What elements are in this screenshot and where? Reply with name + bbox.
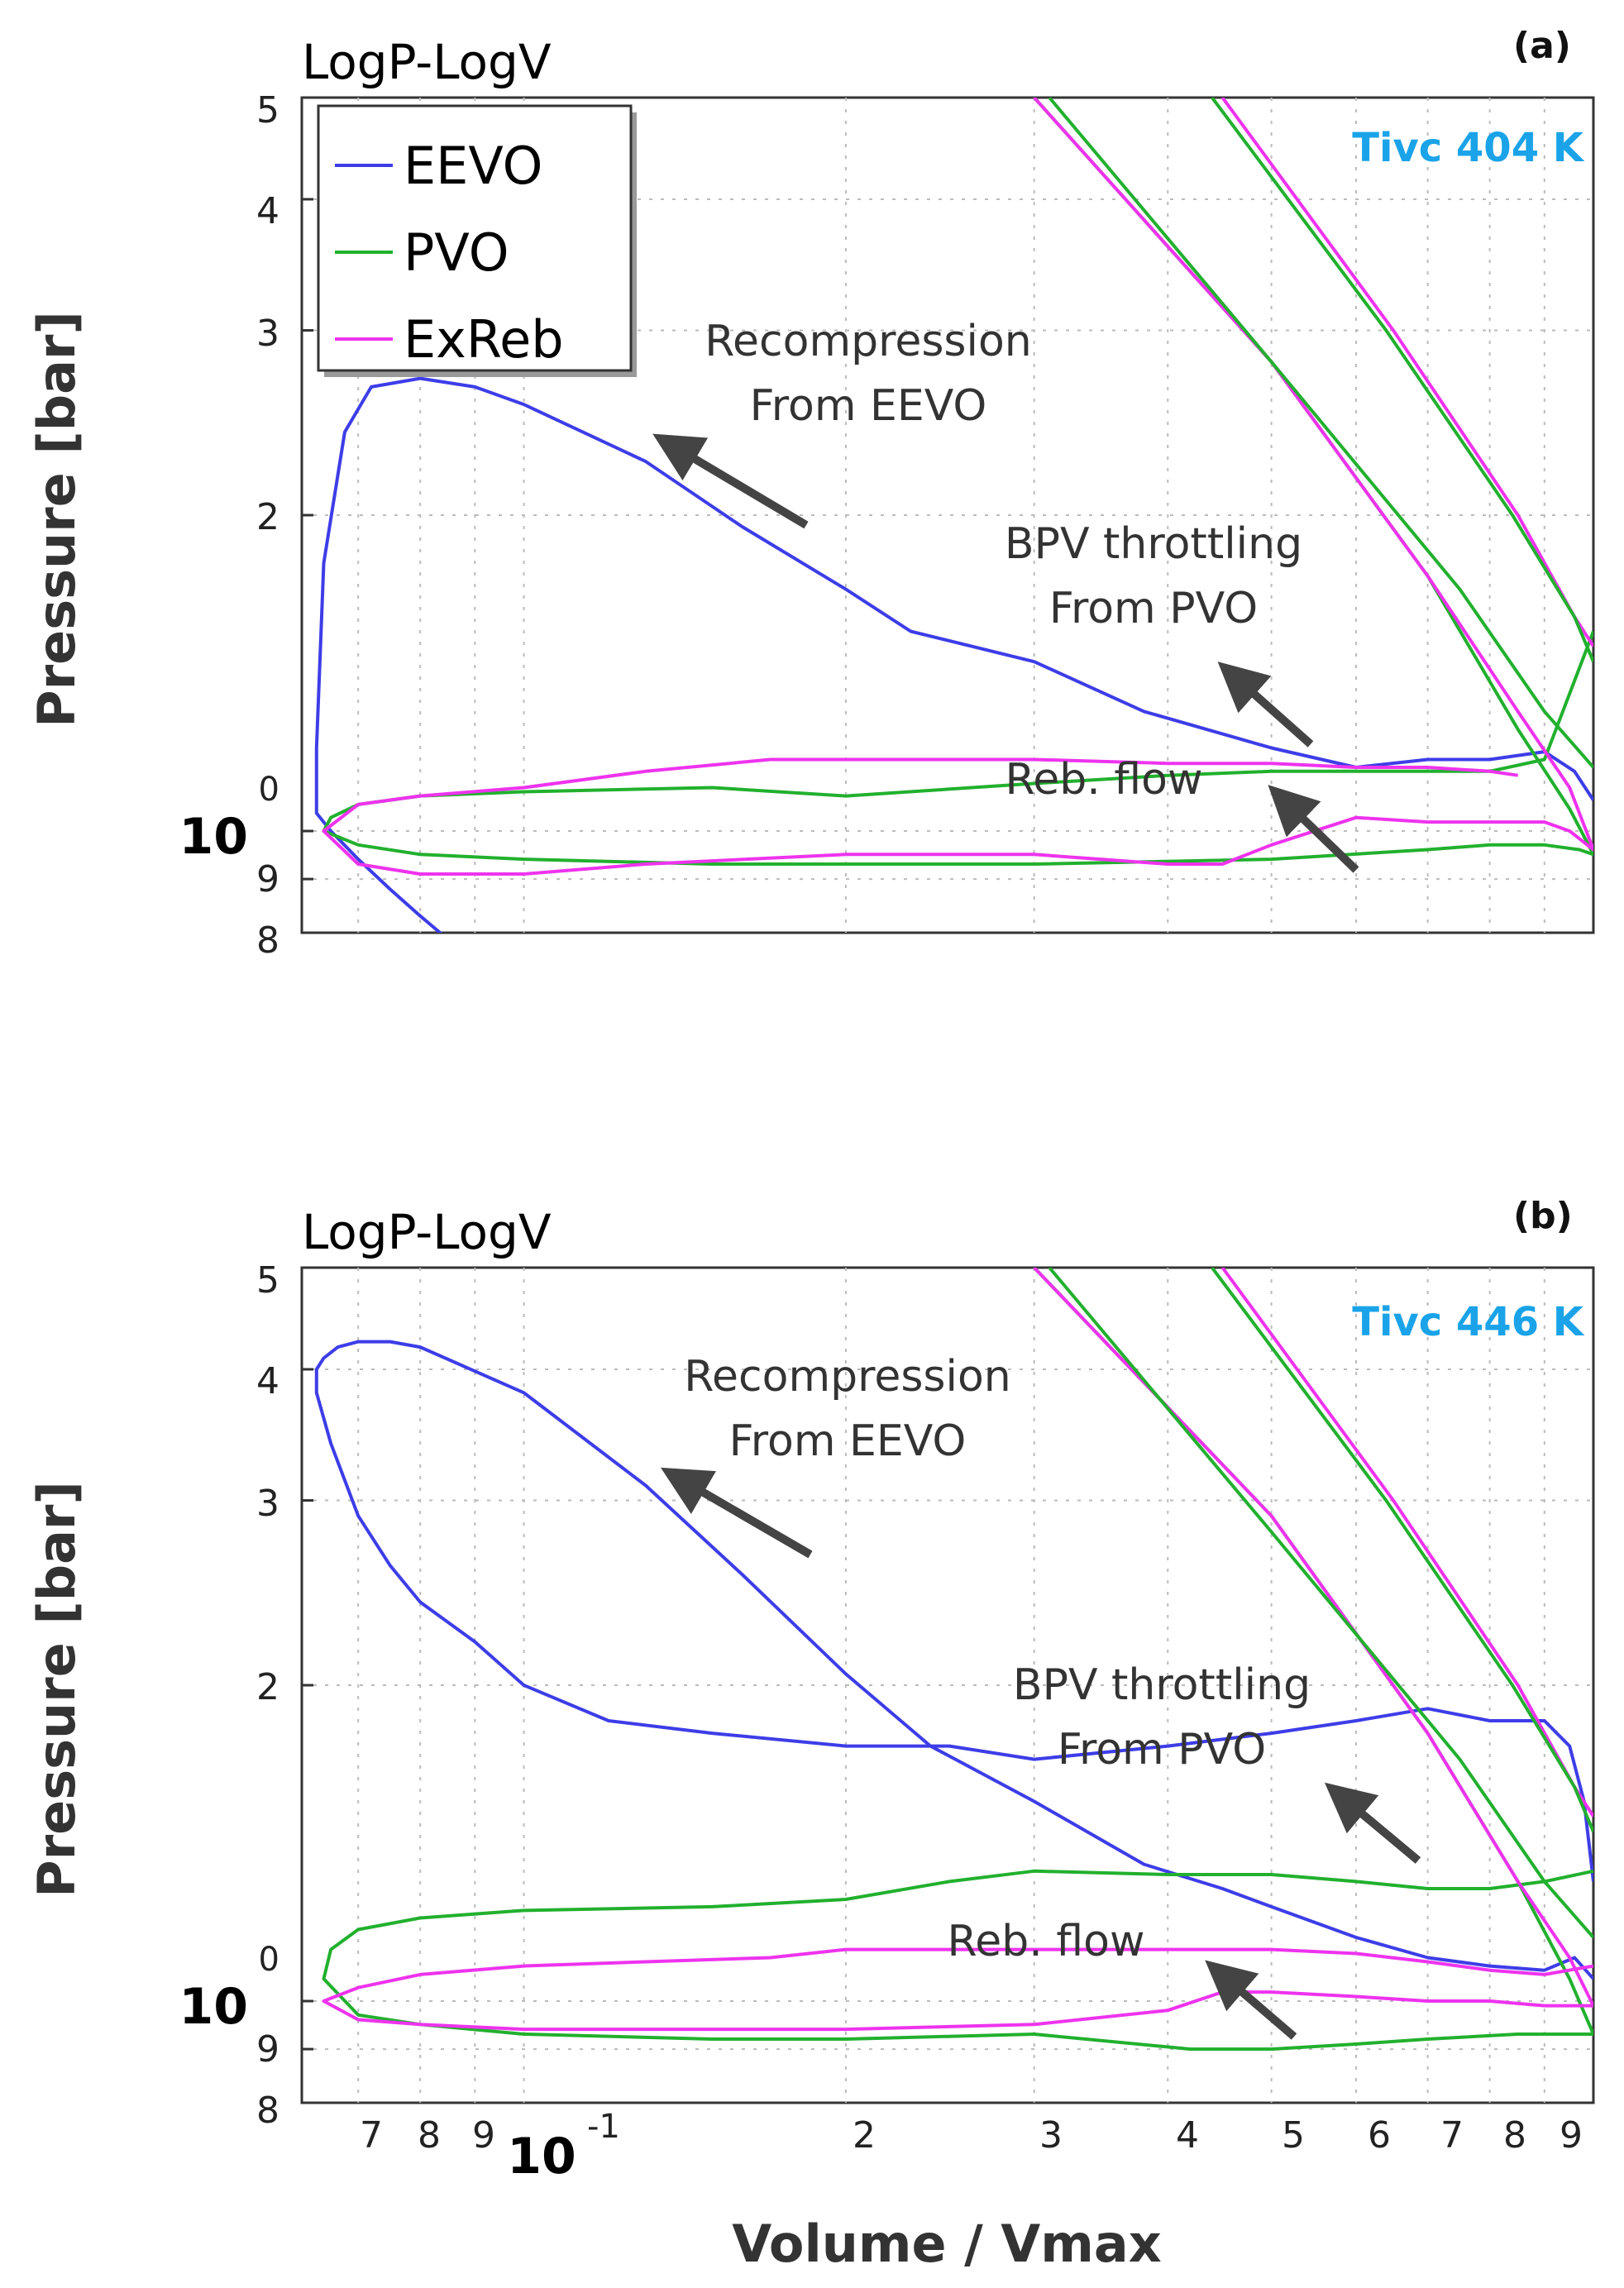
- panel-b-annot-reb: Reb. flow: [948, 1917, 1145, 1966]
- panel-a-ytick-4: 4: [256, 190, 279, 232]
- panel-a-annot-reb: Reb. flow: [1005, 755, 1203, 805]
- panel-a-title: LogP-LogV: [302, 34, 552, 90]
- panel-a-line-pvo: [1048, 98, 1593, 769]
- panel-a-ytick-5: 5: [256, 89, 279, 131]
- panel-b-ytick-8: 8: [256, 2090, 279, 2132]
- legend-label-exreb: ExReb: [404, 309, 564, 370]
- panel-b-annot-recompression: Recompression: [684, 1352, 1010, 1402]
- legend-box: [317, 104, 633, 372]
- panel-b-annot-bpv-l2: From PVO: [1058, 1725, 1266, 1775]
- x-tick-7a: 7: [360, 2114, 383, 2157]
- panel-b-curves: [314, 1268, 1593, 2052]
- panel-a-series-exreb: [322, 98, 1593, 876]
- panel-a-arrow-recompression: [652, 433, 809, 529]
- panel-a-ytick-8: 8: [256, 919, 279, 962]
- y-axis-title-b: Pressure [bar]: [26, 1481, 87, 1898]
- y-axis-title-a: Pressure [bar]: [26, 311, 87, 728]
- legend-label-eevo: EEVO: [404, 136, 542, 196]
- x-tick-2: 2: [853, 2114, 876, 2157]
- panel-b-ytick-4: 4: [256, 1360, 279, 1402]
- x-tick-8a: 8: [418, 2114, 441, 2157]
- panel-b-arrow-bpv: [1324, 1782, 1421, 1864]
- panel-a-ytick-sup: 0: [259, 771, 279, 809]
- panel-b: LogP-LogV (b) Tivc 446 K 5 4 3 2 0 10 9 …: [179, 1195, 1595, 2132]
- panel-b-temp: Tivc 446 K: [1352, 1299, 1585, 1345]
- panel-b-ytick-5: 5: [256, 1259, 279, 1302]
- legend-label-pvo: PVO: [404, 222, 509, 283]
- panel-b-series-eevo: [314, 1340, 1593, 1980]
- x-tick-5: 5: [1282, 2114, 1305, 2157]
- x-axis-title: Volume / Vmax: [732, 2214, 1161, 2274]
- panel-b-ytick-9: 9: [256, 2028, 279, 2071]
- panel-a-curves: [314, 98, 1593, 933]
- panel-a-temp: Tivc 404 K: [1352, 125, 1585, 171]
- x-tick-10: 10: [507, 2128, 576, 2185]
- panel-a-line-pvo-2: [1211, 98, 1593, 662]
- panel-b-annot-bpv: BPV throttling: [1013, 1660, 1311, 1710]
- x-tick-exp: -1: [587, 2108, 620, 2146]
- panel-a-series-eevo: [314, 376, 1593, 933]
- x-tick-8b: 8: [1503, 2114, 1526, 2157]
- panel-a-ytick-10: 10: [179, 808, 249, 866]
- x-tick-9b: 9: [1560, 2114, 1583, 2157]
- panel-a-arrow-reb: [1268, 785, 1359, 873]
- panel-b-series-pvo: [322, 1268, 1593, 2052]
- x-tick-6: 6: [1368, 2114, 1391, 2157]
- x-tick-7b: 7: [1440, 2114, 1464, 2157]
- panel-a-label: (a): [1513, 25, 1571, 67]
- panel-a-ytick-3: 3: [256, 313, 279, 355]
- panel-b-line-pvo-2: [1211, 1268, 1593, 1832]
- panel-a-series-pvo: [322, 98, 1593, 866]
- panel-a-annot-recompression-l2: From EEVO: [750, 381, 987, 431]
- x-tick-labels: 7 8 9 10 -1 2 3 4 5 6 7 8 9: [360, 2108, 1583, 2185]
- x-tick-3: 3: [1039, 2114, 1063, 2157]
- panel-a: LogP-LogV (a) Tivc 404 K 5 4 3 2 0 10 9 …: [179, 25, 1595, 962]
- panel-b-title: LogP-LogV: [302, 1204, 552, 1260]
- panel-b-line-pvo: [1048, 1268, 1593, 1939]
- panel-a-ytick-9: 9: [256, 858, 279, 900]
- panel-a-arrow-bpv: [1217, 662, 1314, 748]
- panel-a-ytick-2: 2: [256, 496, 279, 538]
- panel-b-arrow-recompression: [661, 1467, 813, 1559]
- panel-b-ytick-10: 10: [179, 1978, 249, 2036]
- x-tick-4: 4: [1176, 2114, 1199, 2157]
- legend: EEVO PVO ExReb: [317, 104, 637, 377]
- panel-a-line-exreb: [1220, 98, 1593, 647]
- panel-a-annot-recompression: Recompression: [705, 317, 1031, 366]
- panel-a-annot-bpv: BPV throttling: [1005, 519, 1302, 569]
- panel-b-line-exreb: [1220, 1268, 1593, 1818]
- panel-a-annot-bpv-l2: From PVO: [1049, 584, 1258, 633]
- panel-b-ytick-sup: 0: [259, 1941, 279, 1979]
- panel-b-label: (b): [1513, 1195, 1573, 1237]
- panel-b-annot-recompression-l2: From EEVO: [729, 1416, 967, 1466]
- panel-b-ytick-2: 2: [256, 1666, 279, 1708]
- panel-b-series-exreb: [322, 1268, 1593, 2032]
- panel-b-ytick-3: 3: [256, 1483, 279, 1525]
- panel-b-arrow-reb: [1205, 1960, 1297, 2040]
- x-tick-9a: 9: [472, 2114, 495, 2157]
